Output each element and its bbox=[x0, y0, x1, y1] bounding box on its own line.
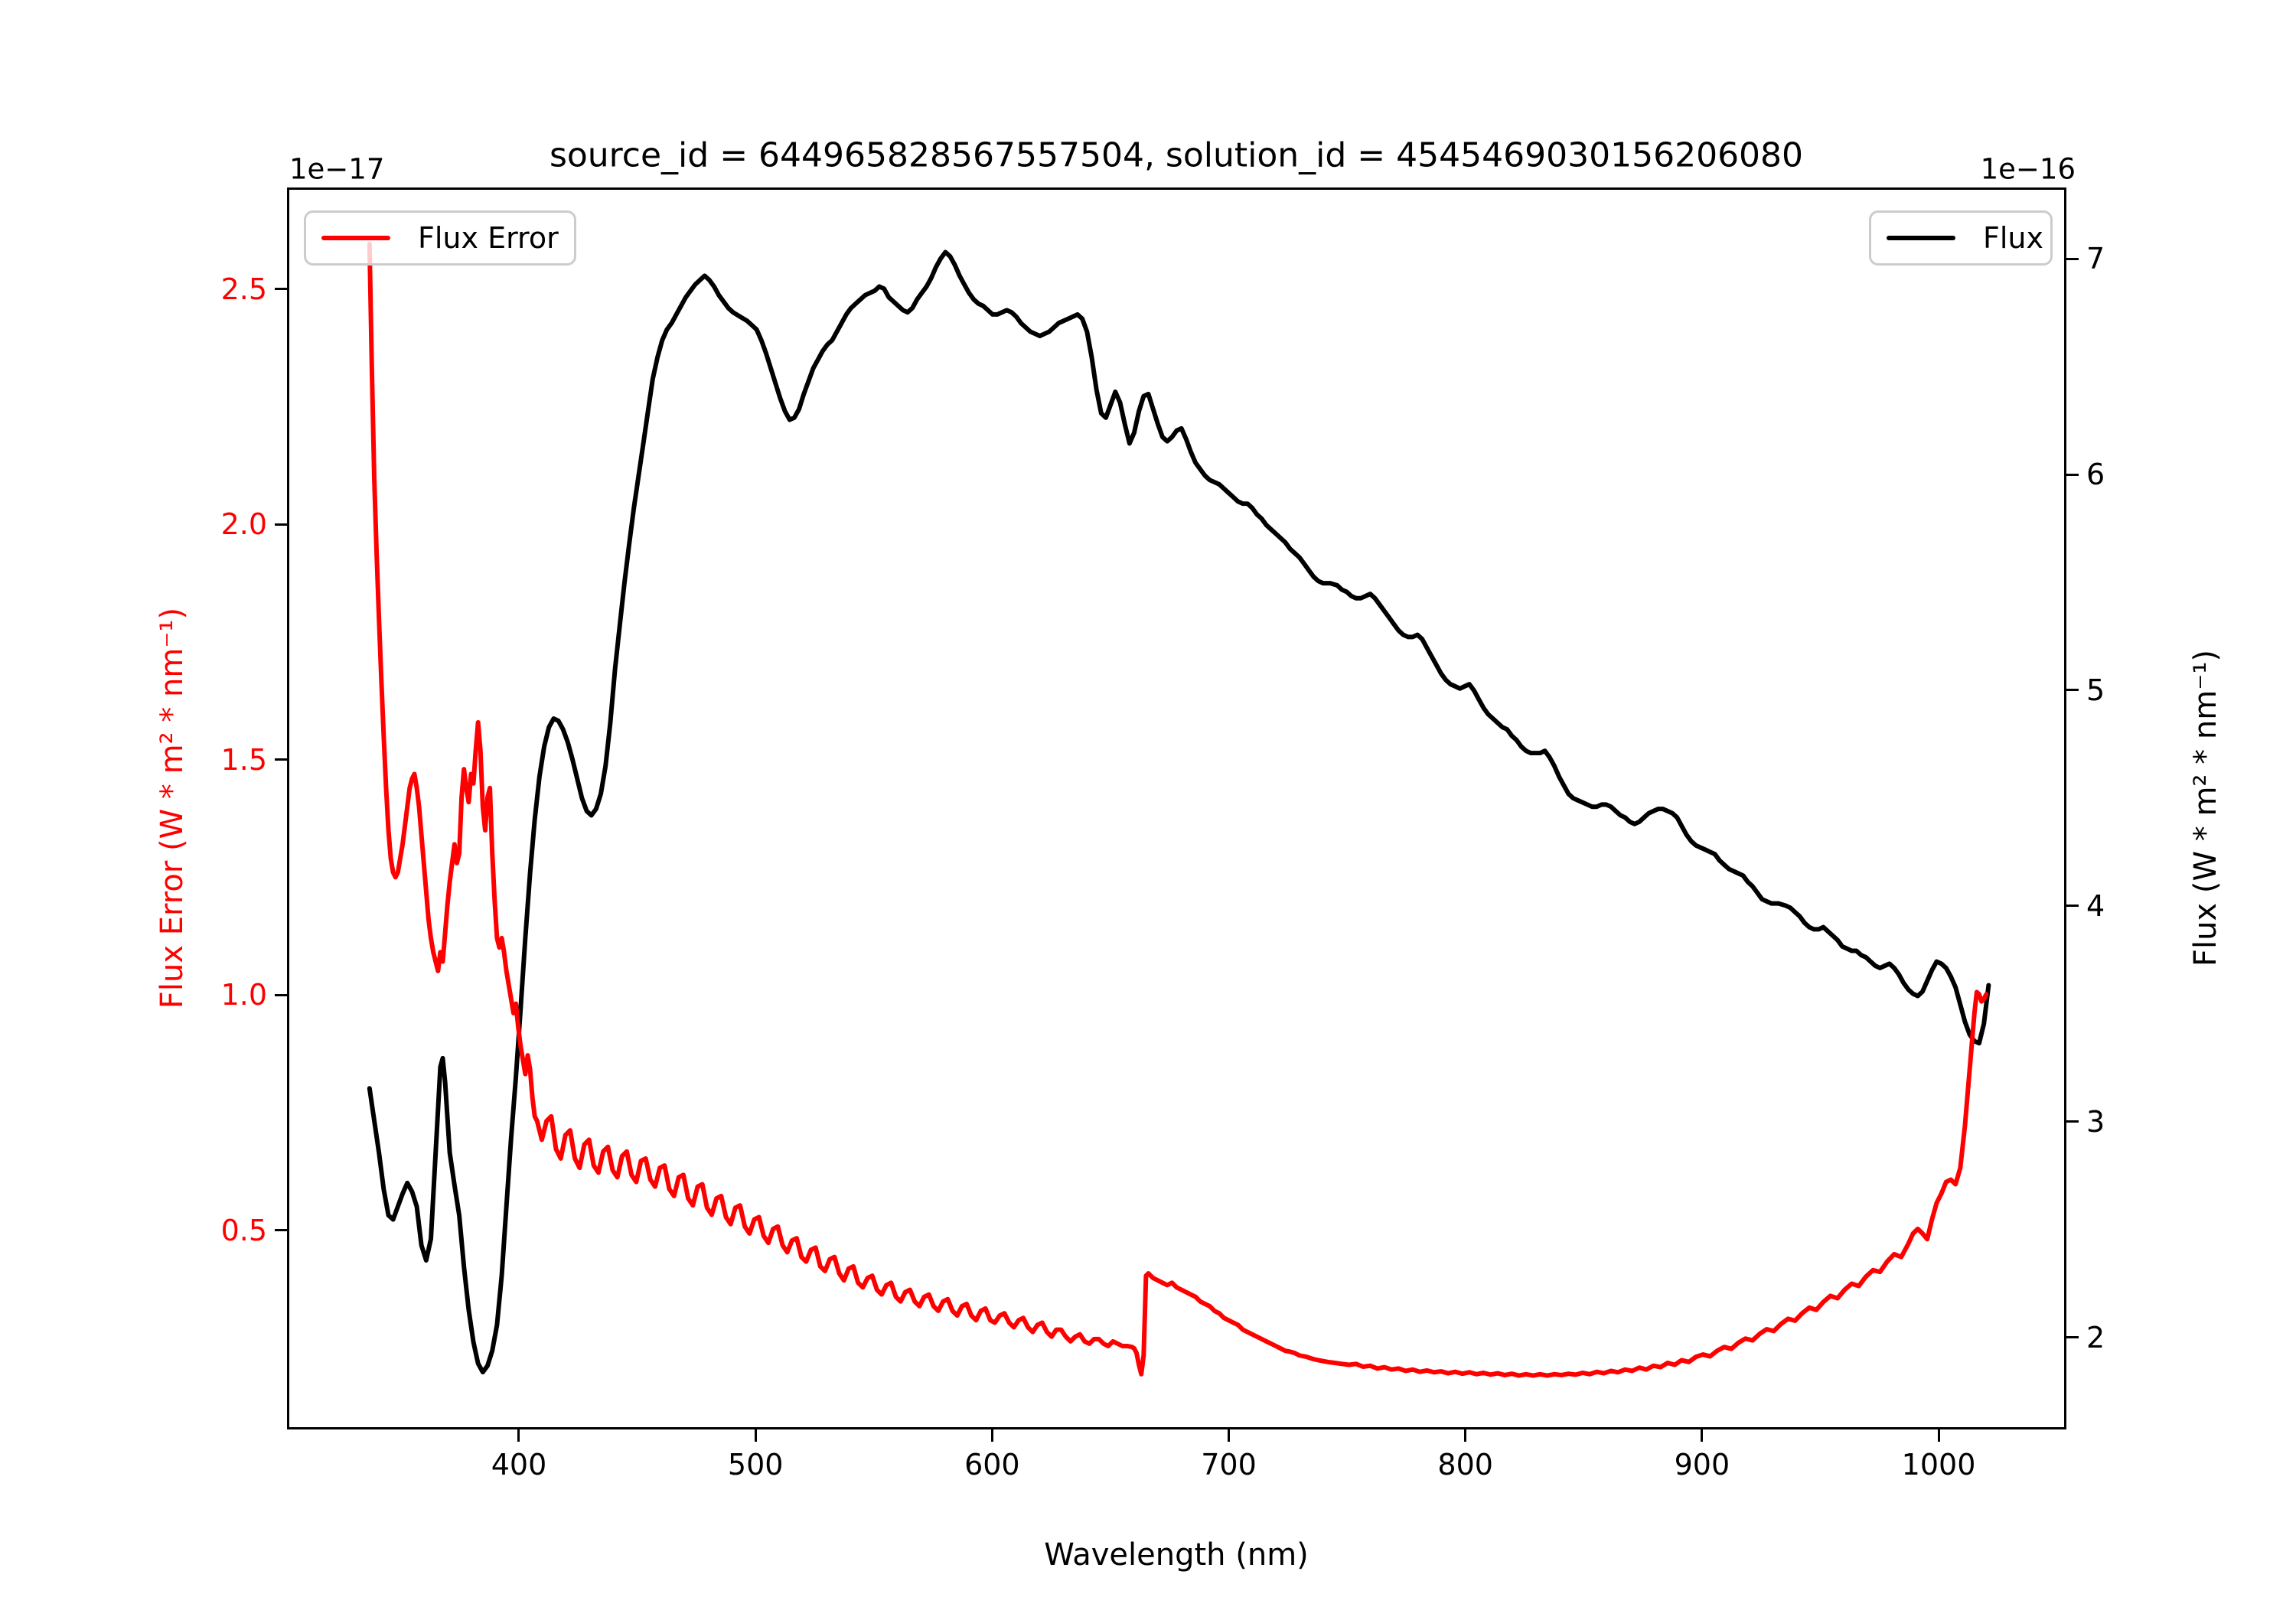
x-tick-label: 1000 bbox=[1901, 1448, 1976, 1482]
legend-flux-error-label: Flux Error bbox=[418, 221, 559, 255]
legend-flux: Flux bbox=[1869, 210, 2053, 266]
chart-title: source_id = 644965828567557504, solution… bbox=[549, 135, 1804, 175]
y-tick-label-right: 4 bbox=[2086, 888, 2105, 923]
x-tick bbox=[1701, 1429, 1704, 1442]
x-tick bbox=[1464, 1429, 1467, 1442]
y-tick-right bbox=[2066, 905, 2079, 908]
x-tick-label: 500 bbox=[727, 1448, 784, 1482]
y-tick-label-right: 5 bbox=[2086, 673, 2105, 707]
y-tick-label-right: 2 bbox=[2086, 1320, 2105, 1354]
y-tick-label-left: 2.5 bbox=[220, 272, 267, 306]
y-tick-right bbox=[2066, 689, 2079, 692]
x-tick-label: 800 bbox=[1437, 1448, 1493, 1482]
x-tick-label: 400 bbox=[491, 1448, 547, 1482]
y-tick-label-left: 1.0 bbox=[220, 978, 267, 1012]
y-tick-label-right: 6 bbox=[2086, 458, 2105, 492]
y-axis-label-left: Flux Error (W * m² * nm⁻¹) bbox=[155, 607, 190, 1009]
x-tick bbox=[517, 1429, 520, 1442]
legend-flux-error: Flux Error bbox=[304, 210, 576, 266]
legend-flux-label: Flux bbox=[1983, 221, 2043, 255]
x-tick-label: 900 bbox=[1674, 1448, 1730, 1482]
y-tick-label-left: 1.5 bbox=[220, 742, 267, 777]
y-tick-label-right: 3 bbox=[2086, 1104, 2105, 1139]
y-axis-label-right: Flux (W * m² * nm⁻¹) bbox=[2188, 650, 2223, 966]
flux-error-line bbox=[367, 242, 1989, 1378]
flux-legend-line-icon bbox=[1887, 236, 1955, 240]
x-axis-label: Wavelength (nm) bbox=[1044, 1537, 1309, 1573]
y-tick-label-left: 0.5 bbox=[220, 1213, 267, 1247]
y-tick-left bbox=[275, 288, 287, 291]
y-tick-left bbox=[275, 993, 287, 996]
chart-canvas bbox=[367, 242, 1991, 1378]
y-tick-right bbox=[2066, 473, 2079, 476]
flux-line bbox=[367, 249, 1991, 1375]
y-tick-label-right: 7 bbox=[2086, 242, 2105, 276]
y-axis-right-offset-text: 1e−16 bbox=[1980, 152, 2076, 186]
y-tick-right bbox=[2066, 1120, 2079, 1123]
y-tick-right bbox=[2066, 1336, 2079, 1339]
y-axis-left-offset-text: 1e−17 bbox=[289, 152, 385, 186]
y-tick-left bbox=[275, 1229, 287, 1232]
x-tick bbox=[990, 1429, 993, 1442]
flux-error-legend-line-icon bbox=[321, 236, 390, 240]
x-tick bbox=[754, 1429, 757, 1442]
x-tick-label: 700 bbox=[1201, 1448, 1257, 1482]
x-tick bbox=[1228, 1429, 1231, 1442]
plot-area bbox=[287, 187, 2066, 1429]
y-tick-left bbox=[275, 758, 287, 761]
x-tick-label: 600 bbox=[964, 1448, 1020, 1482]
y-tick-label-left: 2.0 bbox=[220, 507, 267, 542]
y-tick-right bbox=[2066, 257, 2079, 260]
x-tick bbox=[1937, 1429, 1940, 1442]
y-tick-left bbox=[275, 523, 287, 526]
